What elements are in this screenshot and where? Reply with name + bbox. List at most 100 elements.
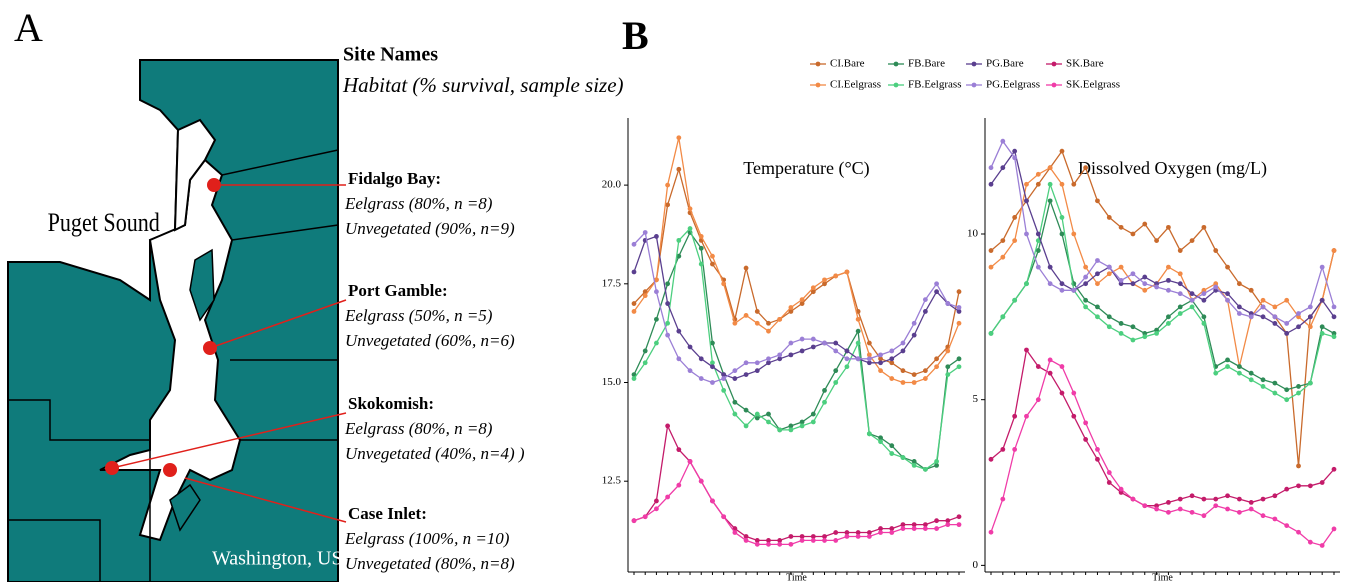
data-point	[833, 380, 839, 385]
data-point	[1296, 324, 1301, 330]
data-point	[810, 538, 816, 543]
data-point	[1272, 516, 1278, 522]
data-point	[988, 264, 994, 270]
data-point	[810, 411, 816, 417]
data-point	[988, 248, 994, 253]
data-point	[822, 277, 827, 283]
legend-label: PG.Bare	[986, 58, 1024, 70]
data-point	[956, 309, 962, 314]
series-line	[633, 227, 960, 471]
data-point	[1047, 264, 1053, 270]
site-name: Case Inlet:	[348, 504, 427, 523]
data-point	[988, 181, 994, 187]
data-point	[788, 423, 794, 429]
data-point	[1000, 254, 1006, 260]
data-point	[698, 234, 704, 239]
data-point	[988, 529, 994, 535]
data-point	[833, 340, 839, 346]
data-point	[1154, 284, 1159, 290]
data-point	[855, 328, 861, 334]
data-point	[1331, 248, 1337, 253]
data-point	[1059, 148, 1065, 154]
data-point	[1189, 297, 1195, 303]
data-point	[710, 364, 715, 370]
data-point	[676, 237, 682, 243]
data-point	[1118, 224, 1124, 230]
data-point	[866, 340, 872, 346]
data-point	[1248, 377, 1254, 383]
data-point	[922, 297, 928, 302]
water	[173, 118, 217, 232]
data-point	[1166, 321, 1171, 326]
legend-subtitle: Habitat (% survival, sample size)	[342, 73, 624, 97]
data-point	[1248, 500, 1254, 505]
data-point	[710, 261, 715, 267]
data-point	[922, 466, 928, 472]
data-point	[1166, 224, 1171, 230]
data-point	[788, 534, 794, 539]
data-point	[878, 356, 883, 362]
data-point	[1296, 311, 1301, 316]
data-point	[889, 376, 895, 381]
data-point	[956, 356, 962, 362]
data-point	[788, 541, 794, 547]
data-point	[1035, 397, 1041, 403]
data-point	[1154, 331, 1159, 336]
data-point	[988, 331, 994, 336]
data-point	[1035, 171, 1041, 177]
site-detail: Unvegetated (40%, n=4) )	[345, 444, 525, 463]
data-point	[1225, 291, 1230, 297]
data-point	[934, 459, 939, 464]
data-point	[1177, 496, 1183, 502]
data-point	[900, 455, 906, 460]
data-point	[1012, 297, 1018, 303]
data-point	[1095, 446, 1100, 452]
data-point	[1095, 281, 1100, 287]
data-point	[822, 388, 827, 393]
data-point	[1272, 380, 1278, 386]
data-point	[922, 309, 928, 314]
data-point	[721, 281, 727, 287]
data-point	[654, 289, 659, 295]
data-point	[1059, 364, 1065, 369]
data-point	[777, 538, 783, 543]
data-point	[1071, 287, 1077, 293]
data-point	[654, 506, 659, 512]
site-pointer	[111, 184, 347, 523]
data-point	[945, 348, 951, 354]
data-point	[1201, 314, 1207, 320]
chart-title: Temperature (°C)	[743, 158, 869, 179]
data-point	[676, 356, 682, 362]
data-point	[900, 380, 906, 385]
data-point	[1035, 264, 1041, 270]
data-point	[833, 538, 839, 543]
data-point	[1331, 314, 1337, 320]
data-point	[1319, 543, 1325, 548]
data-point	[743, 312, 749, 318]
legend-marker	[971, 61, 977, 67]
data-point	[833, 530, 839, 535]
data-point	[1284, 297, 1290, 303]
site-list: Fidalgo Bay: Eelgrass (80%, n =8) Unvegeta…	[344, 169, 525, 573]
data-point	[777, 541, 783, 547]
data-point	[665, 281, 671, 287]
data-point	[1000, 496, 1006, 502]
legend-label: SK.Bare	[1066, 58, 1104, 70]
data-point	[956, 289, 962, 295]
data-point	[754, 415, 760, 421]
site-detail: Unvegetated (60%, n=6)	[345, 331, 515, 350]
data-point	[844, 534, 850, 539]
data-point	[1189, 509, 1195, 515]
y-tick-label: 5	[973, 393, 979, 405]
data-point	[844, 364, 850, 370]
data-point	[900, 522, 906, 528]
data-point	[1284, 523, 1290, 529]
data-point	[1047, 181, 1053, 187]
data-point	[1095, 314, 1100, 320]
data-point	[1024, 413, 1029, 419]
data-point	[900, 526, 906, 531]
data-point	[721, 388, 727, 393]
data-point	[945, 301, 951, 306]
data-point	[878, 530, 883, 535]
data-point	[1095, 258, 1100, 263]
